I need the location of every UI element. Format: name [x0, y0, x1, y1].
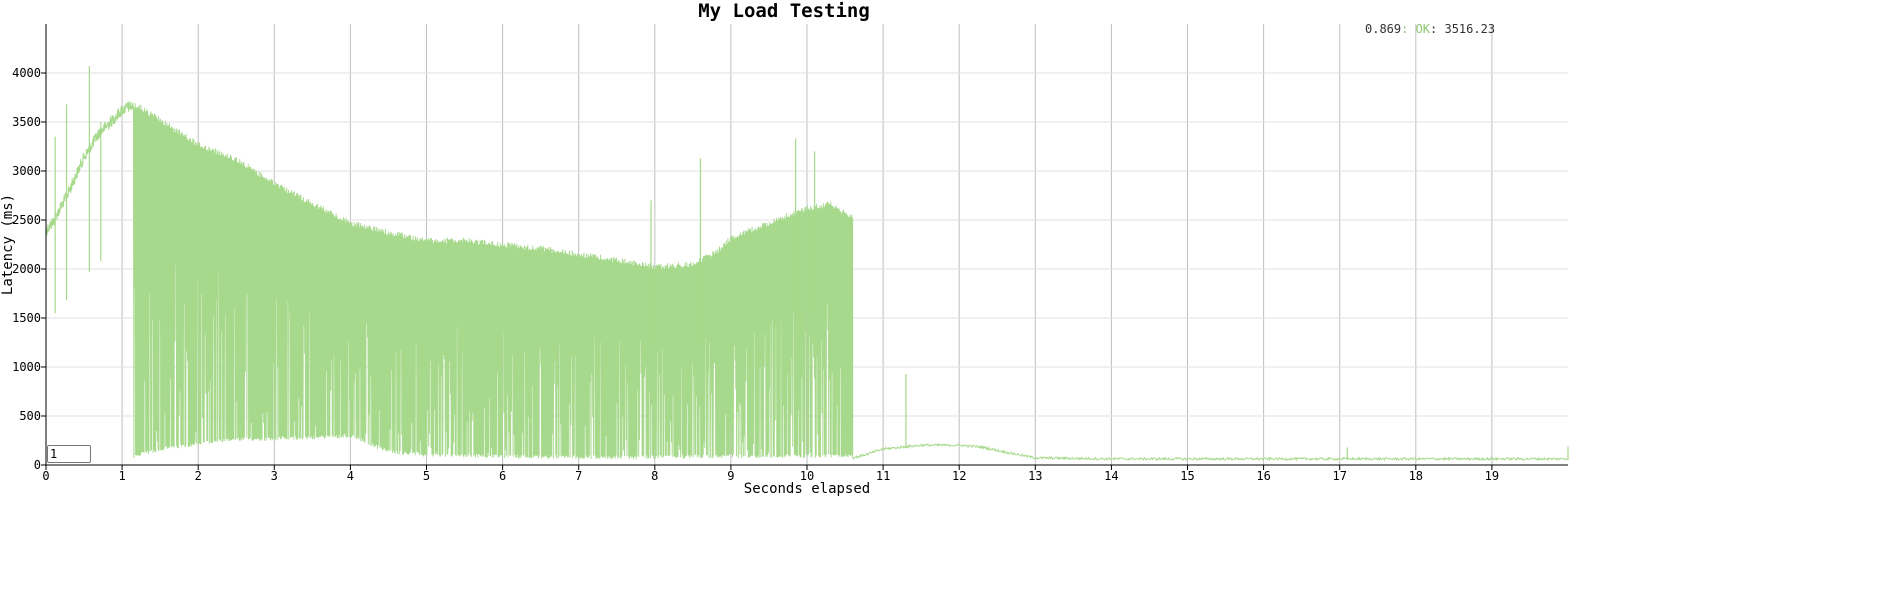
smoothing-input[interactable]: [47, 445, 91, 463]
series-line-ok: [45, 101, 1568, 462]
y-tick-label: 3000: [12, 164, 41, 178]
x-tick-label: 6: [499, 469, 506, 483]
legend: 0.869: OK: 3516.23: [1365, 22, 1495, 36]
x-tick-label: 13: [1028, 469, 1042, 483]
x-tick-label: 0: [42, 469, 49, 483]
x-tick-label: 15: [1180, 469, 1194, 483]
x-tick-label: 14: [1104, 469, 1118, 483]
x-tick-label: 4: [347, 469, 354, 483]
legend-sep2: :: [1430, 22, 1444, 36]
y-tick-label: 500: [19, 409, 41, 423]
legend-reading: 3516.23: [1444, 22, 1495, 36]
x-tick-label: 7: [575, 469, 582, 483]
legend-value: 0.869: [1365, 22, 1401, 36]
x-tick-label: 2: [195, 469, 202, 483]
x-tick-label: 11: [876, 469, 890, 483]
y-axis-ticks: 0 500 1000 1500 2000 2500 3000 3500 4000: [12, 66, 46, 472]
x-axis-ticks: 0 1 2 3 4 5 6 7 8 9 10 11 12 13 14 15 16 17 18 19: [42, 465, 1499, 483]
y-tick-label: 4000: [12, 66, 41, 80]
x-tick-label: 8: [651, 469, 658, 483]
x-axis-title: Seconds elapsed: [744, 481, 870, 497]
legend-series-name: OK: [1416, 22, 1431, 36]
x-tick-label: 1: [118, 469, 125, 483]
x-tick-label: 9: [727, 469, 734, 483]
y-tick-label: 3500: [12, 115, 41, 129]
y-tick-label: 0: [34, 458, 41, 472]
y-tick-label: 2000: [12, 262, 41, 276]
chart-title: My Load Testing: [698, 0, 870, 22]
x-tick-label: 16: [1256, 469, 1270, 483]
x-tick-label: 3: [271, 469, 278, 483]
y-tick-label: 1000: [12, 360, 41, 374]
x-tick-label: 5: [423, 469, 430, 483]
x-tick-label: 19: [1485, 469, 1499, 483]
y-tick-label: 1500: [12, 311, 41, 325]
y-tick-label: 2500: [12, 213, 41, 227]
series-layer: [45, 66, 1569, 462]
x-tick-label: 17: [1332, 469, 1346, 483]
y-axis-title: Latency (ms): [0, 194, 16, 295]
legend-sep: :: [1401, 22, 1415, 36]
x-tick-label: 12: [952, 469, 966, 483]
x-tick-label: 18: [1409, 469, 1423, 483]
x-tick-label: 10: [800, 469, 814, 483]
